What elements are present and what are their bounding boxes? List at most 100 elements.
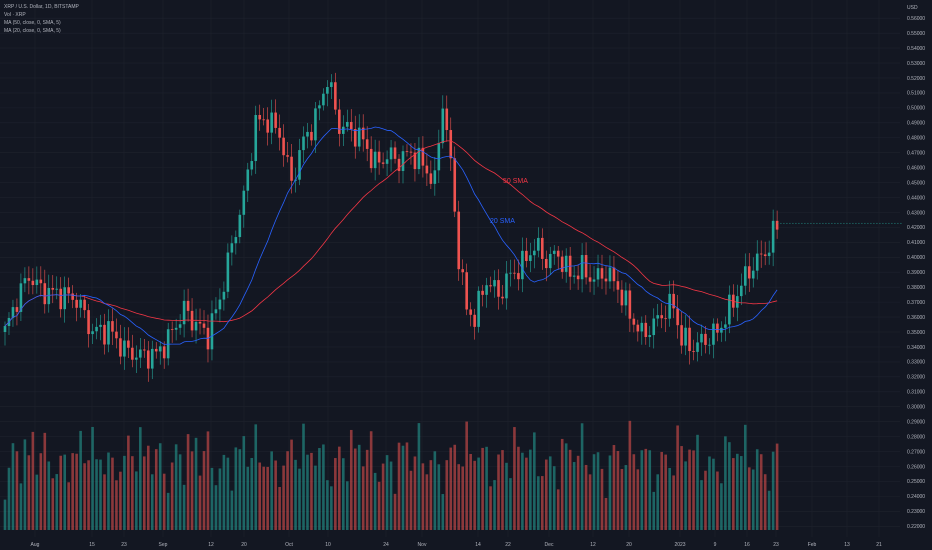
candle-body[interactable]	[349, 121, 353, 130]
candle-body[interactable]	[55, 288, 59, 290]
candle-body[interactable]	[75, 299, 78, 308]
candle-body[interactable]	[210, 313, 214, 350]
candle-body[interactable]	[556, 250, 560, 257]
candle-body[interactable]	[688, 327, 691, 352]
candle-body[interactable]	[310, 131, 313, 141]
candle-body[interactable]	[453, 158, 457, 212]
candle-body[interactable]	[509, 272, 512, 274]
candle-body[interactable]	[469, 309, 472, 315]
candle-body[interactable]	[250, 161, 254, 170]
candle-body[interactable]	[369, 148, 373, 169]
candle-body[interactable]	[700, 333, 703, 343]
candle-body[interactable]	[373, 151, 377, 169]
candle-body[interactable]	[708, 344, 711, 346]
candle-body[interactable]	[652, 318, 656, 336]
ma20-legend[interactable]: MA (20, close, 0, SMA, 5)	[4, 28, 61, 34]
candle-body[interactable]	[544, 258, 548, 269]
candle-body[interactable]	[644, 322, 648, 338]
candle-body[interactable]	[409, 151, 413, 153]
candle-body[interactable]	[771, 220, 775, 253]
candle-body[interactable]	[493, 280, 496, 287]
candle-body[interactable]	[612, 267, 616, 282]
candle-body[interactable]	[533, 250, 536, 256]
candle-body[interactable]	[433, 170, 437, 184]
candle-body[interactable]	[401, 151, 405, 171]
candle-body[interactable]	[477, 290, 480, 327]
candle-body[interactable]	[692, 351, 695, 352]
candle-body[interactable]	[457, 211, 461, 270]
candle-body[interactable]	[91, 331, 94, 335]
candle-body[interactable]	[127, 340, 130, 348]
candle-body[interactable]	[489, 285, 492, 287]
candle-body[interactable]	[326, 87, 329, 94]
candle-body[interactable]	[302, 136, 305, 151]
candle-body[interactable]	[740, 285, 743, 297]
candle-body[interactable]	[11, 307, 15, 318]
candle-body[interactable]	[166, 329, 170, 359]
candle-body[interactable]	[660, 315, 663, 319]
candle-body[interactable]	[242, 190, 246, 215]
candle-body[interactable]	[298, 150, 301, 180]
candle-body[interactable]	[525, 250, 528, 262]
candle-body[interactable]	[529, 255, 532, 262]
candle-body[interactable]	[537, 237, 540, 251]
candle-body[interactable]	[254, 114, 258, 162]
candle-body[interactable]	[27, 278, 31, 281]
candle-body[interactable]	[680, 325, 683, 346]
candle-body[interactable]	[441, 108, 445, 144]
candle-body[interactable]	[767, 252, 771, 257]
candle-body[interactable]	[246, 169, 250, 191]
candle-body[interactable]	[123, 340, 126, 357]
candle-body[interactable]	[131, 347, 134, 360]
candle-body[interactable]	[541, 237, 544, 259]
candle-body[interactable]	[668, 293, 671, 319]
candle-body[interactable]	[322, 93, 325, 106]
candle-body[interactable]	[35, 279, 39, 286]
candle-body[interactable]	[712, 323, 715, 345]
candle-body[interactable]	[119, 338, 122, 357]
candle-body[interactable]	[377, 151, 381, 163]
candle-body[interactable]	[564, 255, 568, 272]
candle-body[interactable]	[417, 147, 421, 170]
candle-body[interactable]	[389, 147, 393, 160]
candle-body[interactable]	[218, 299, 222, 310]
candle-body[interactable]	[107, 321, 110, 345]
candle-body[interactable]	[103, 324, 106, 345]
candle-body[interactable]	[592, 279, 596, 282]
candle-body[interactable]	[226, 252, 230, 292]
candle-body[interactable]	[99, 324, 102, 327]
candle-body[interactable]	[552, 250, 556, 254]
candle-body[interactable]	[461, 269, 464, 273]
candle-body[interactable]	[146, 350, 150, 369]
candle-body[interactable]	[361, 127, 365, 140]
candle-body[interactable]	[47, 288, 51, 305]
candle-body[interactable]	[365, 139, 369, 149]
candle-body[interactable]	[266, 119, 269, 133]
candle-body[interactable]	[282, 137, 285, 156]
ma50-legend[interactable]: MA (50, close, 0, SMA, 5)	[4, 20, 61, 26]
candle-body[interactable]	[759, 253, 763, 255]
candle-body[interactable]	[425, 165, 429, 174]
candle-body[interactable]	[704, 333, 707, 345]
candle-body[interactable]	[620, 289, 624, 306]
candle-body[interactable]	[158, 346, 162, 352]
candle-body[interactable]	[238, 214, 242, 238]
candle-body[interactable]	[497, 280, 500, 297]
candle-body[interactable]	[330, 82, 333, 88]
volume-legend[interactable]: Vol · XRP	[4, 12, 26, 18]
candle-body[interactable]	[385, 159, 389, 164]
candle-body[interactable]	[449, 130, 453, 159]
candle-body[interactable]	[59, 288, 63, 310]
candle-body[interactable]	[115, 331, 118, 339]
candle-body[interactable]	[763, 254, 767, 257]
candle-body[interactable]	[672, 293, 675, 309]
candle-body[interactable]	[696, 342, 699, 352]
candle-body[interactable]	[154, 348, 158, 352]
candle-body[interactable]	[79, 299, 82, 308]
candle-body[interactable]	[178, 324, 182, 328]
candle-body[interactable]	[548, 253, 552, 269]
candle-body[interactable]	[194, 321, 198, 331]
candle-body[interactable]	[111, 321, 114, 332]
candle-body[interactable]	[588, 277, 592, 282]
